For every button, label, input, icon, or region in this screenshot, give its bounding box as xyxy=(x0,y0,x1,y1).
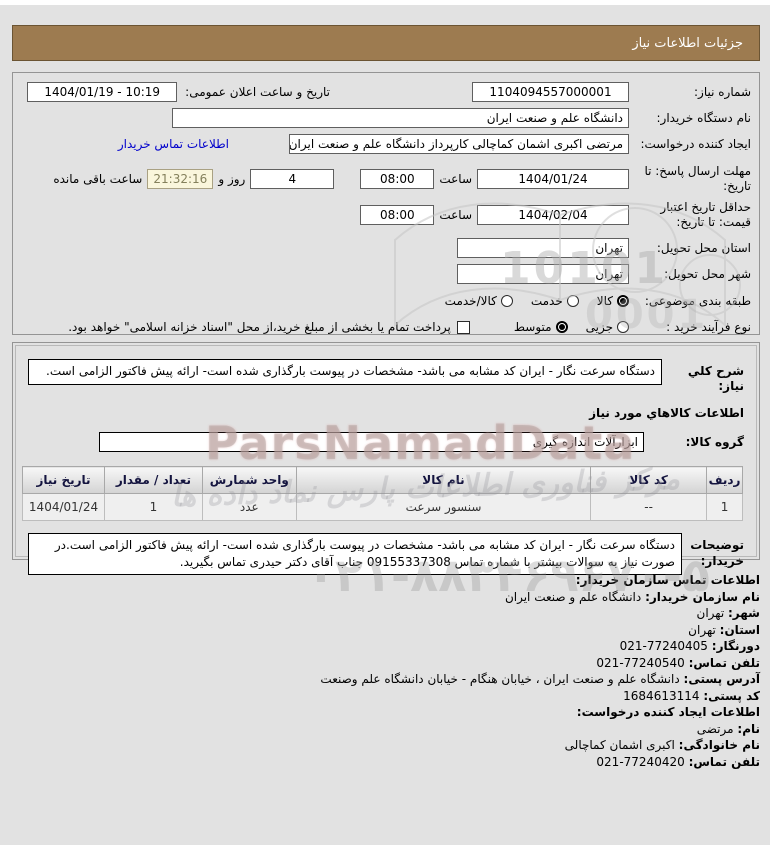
price-validity-hour-input[interactable]: 08:00 xyxy=(360,205,435,225)
radio-icon[interactable] xyxy=(617,295,629,307)
need-desc-box: دستگاه سرعت نگار - ایران کد مشابه می باش… xyxy=(28,359,662,385)
creator-contact-heading: اطلاعات ایجاد کننده درخواست: xyxy=(576,705,760,719)
price-validity-date-input[interactable]: 1404/02/04 xyxy=(477,205,629,225)
goods-group-input[interactable]: ابزارآلات اندازه گیری xyxy=(99,432,644,452)
contact-item: کد پستی: 1684613114 xyxy=(623,688,760,703)
checkbox-icon[interactable] xyxy=(456,320,470,334)
radio-icon[interactable] xyxy=(566,295,579,307)
radio-icon[interactable] xyxy=(555,321,568,333)
announce-datetime-label: تاریخ و ساعت اعلان عمومی: xyxy=(185,84,330,99)
delivery-province-input[interactable]: تهران xyxy=(457,238,629,258)
need-number-input[interactable]: 1104094557000001 xyxy=(472,82,629,102)
cell-code: -- xyxy=(590,493,708,521)
classification-label: طبقه بندی موضوعی: xyxy=(644,293,751,308)
process-type-option-minor[interactable]: جزیی xyxy=(586,320,629,334)
contact-item: استان: تهران xyxy=(688,622,760,637)
page-title: جزئیات اطلاعات نیاز xyxy=(632,35,743,51)
col-row: ردیف xyxy=(706,466,743,494)
goods-table-header-row: ردیف کد کالا نام کالا واحد شمارش تعداد /… xyxy=(21,466,743,494)
announce-datetime-input[interactable]: 10:19 - 1404/01/19 xyxy=(27,82,178,102)
delivery-city-label: شهر محل تحویل: xyxy=(664,266,751,281)
classification-option-service[interactable]: خدمت xyxy=(531,294,579,308)
buyer-note-box: دستگاه سرعت نگار - ایران کد مشابه می باش… xyxy=(28,533,682,575)
remaining-days-suffix: روز و xyxy=(218,171,246,186)
contact-item: تلفن تماس: 77240420-021 xyxy=(596,754,760,769)
buyer-note-label: توضیحات خریدار: xyxy=(690,538,744,568)
delivery-province-label: استان محل تحویل: xyxy=(656,240,751,255)
contact-item: آدرس پستی: دانشگاه علم و صنعت ایران ، خی… xyxy=(320,672,760,686)
price-validity-hour-label: ساعت xyxy=(439,207,472,222)
reply-deadline-hour-label: ساعت xyxy=(439,171,472,186)
col-unit: واحد شمارش xyxy=(201,466,297,494)
cell-name: سنسور سرعت xyxy=(295,493,592,521)
delivery-city-input[interactable]: تهران xyxy=(457,264,629,284)
reply-deadline-date-input[interactable]: 1404/01/24 xyxy=(477,169,629,189)
cell-unit: عدد xyxy=(201,493,297,521)
contact-item: نام: مرتضی xyxy=(696,721,760,736)
cell-row: 1 xyxy=(706,493,743,521)
goods-group-label: گروه کالا: xyxy=(685,434,744,449)
price-validity-label: حداقل تاریخ اعتبار قیمت: تا تاریخ: xyxy=(660,200,751,229)
classification-option-goods[interactable]: کالا xyxy=(597,294,629,308)
contact-info-block: اطلاعات تماس سازمان خریدار: نام سازمان خ… xyxy=(12,572,760,770)
goods-table: ردیف کد کالا نام کالا واحد شمارش تعداد /… xyxy=(21,466,743,521)
remaining-countdown: 21:32:16 xyxy=(147,169,214,189)
reply-deadline-label: مهلت ارسال پاسخ: تا تاریخ: xyxy=(644,164,751,193)
remaining-countdown-suffix: ساعت باقی مانده xyxy=(53,171,143,186)
need-desc-label: شرح کلي نیاز: xyxy=(687,364,744,393)
cell-qty: 1 xyxy=(104,493,203,521)
page-title-bar: جزئیات اطلاعات نیاز xyxy=(12,25,760,61)
radio-icon[interactable] xyxy=(617,321,629,333)
contact-item: تلفن تماس: 77240540-021 xyxy=(596,655,760,670)
col-code: کد کالا xyxy=(590,466,708,494)
contact-item: نام خانوادگی: اکبری اشمان کماچالی xyxy=(564,738,760,752)
buyer-org-label: نام دستگاه خریدار: xyxy=(656,110,752,125)
cell-date: 1404/01/24 xyxy=(21,493,106,521)
col-qty: تعداد / مقدار xyxy=(104,466,203,494)
contact-item: نام سازمان خریدار: دانشگاه علم و صنعت ای… xyxy=(504,589,760,604)
request-creator-label: ایجاد کننده درخواست: xyxy=(640,136,751,151)
buyer-org-input[interactable]: دانشگاه علم و صنعت ایران xyxy=(172,108,629,128)
top-white-strip xyxy=(0,0,770,5)
process-type-option-medium[interactable]: متوسط xyxy=(514,320,568,334)
buyer-contact-link[interactable]: اطلاعات تماس خریدار xyxy=(117,137,229,151)
remaining-days-input[interactable]: 4 xyxy=(250,169,335,189)
col-date: تاریخ نیاز xyxy=(21,466,106,494)
treasury-payment-checkbox-row[interactable]: پرداخت تمام یا بخشی از مبلغ خرید،از محل … xyxy=(68,320,470,334)
org-contact-heading: اطلاعات تماس سازمان خریدار: xyxy=(575,573,760,587)
goods-section-heading: اطلاعات کالاهاي مورد نیاز xyxy=(589,406,744,420)
classification-option-goods-service[interactable]: کالا/خدمت xyxy=(445,294,513,308)
process-type-label: نوع فرآیند خرید : xyxy=(666,319,751,334)
radio-icon[interactable] xyxy=(500,295,513,307)
col-name: نام کالا xyxy=(295,466,592,494)
contact-item: شهر: تهران xyxy=(696,606,760,620)
general-info-panel: شماره نیاز: 1104094557000001 تاریخ و ساع… xyxy=(12,72,760,335)
reply-deadline-hour-input[interactable]: 08:00 xyxy=(360,169,435,189)
contact-item: دورنگار: 77240405-021 xyxy=(619,639,760,653)
need-number-label: شماره نیاز: xyxy=(694,84,751,99)
need-details-panel: شرح کلي نیاز: دستگاه سرعت نگار - ایران ک… xyxy=(12,342,760,575)
table-row: 1 -- سنسور سرعت عدد 1 1404/01/24 xyxy=(21,493,743,521)
request-creator-input[interactable]: مرتضی اکبری اشمان کماچالی کارپرداز دانشگ… xyxy=(289,134,629,154)
